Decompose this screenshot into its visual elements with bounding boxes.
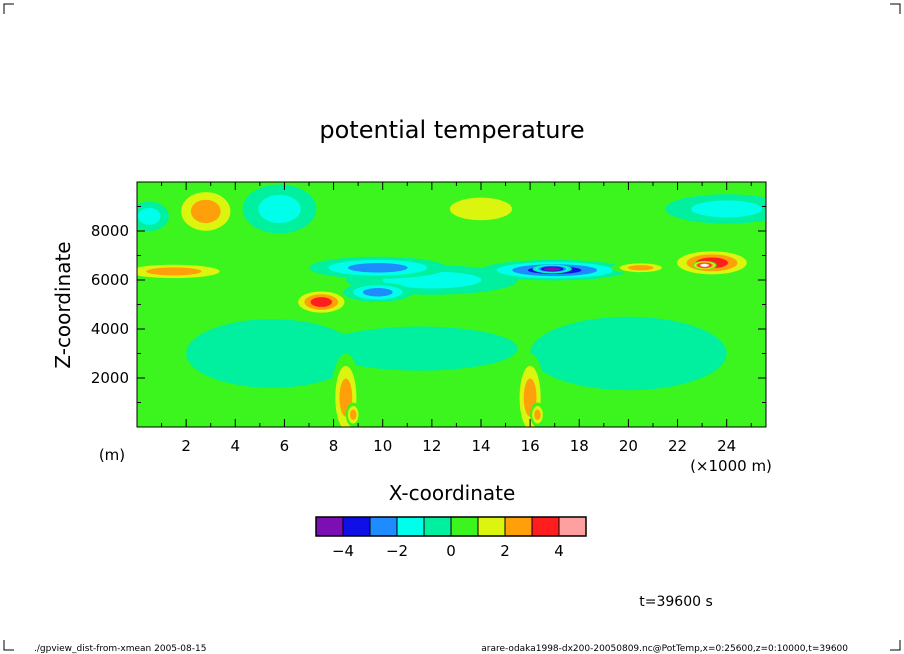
anomaly-contour — [362, 288, 393, 297]
x-unit-label: (×1000 m) — [690, 457, 772, 475]
colorbar-label: 0 — [446, 542, 456, 560]
x-tick-label: 6 — [280, 437, 290, 455]
colorbar-swatch — [558, 516, 587, 537]
anomaly-contour — [146, 267, 202, 276]
colorbar-swatch — [315, 516, 344, 537]
x-axis-label: X-coordinate — [389, 481, 516, 505]
colorbar-swatch — [450, 516, 479, 537]
anomaly-layer — [137, 184, 766, 427]
colorbar-label: −2 — [386, 542, 408, 560]
anomaly-contour — [186, 319, 359, 388]
x-tick-label: 20 — [619, 437, 638, 455]
x-tick-label: 14 — [471, 437, 490, 455]
anomaly-contour — [347, 262, 408, 273]
colorbar-swatch — [369, 516, 398, 537]
x-tick-label: 2 — [181, 437, 191, 455]
colorbar-label: 2 — [500, 542, 510, 560]
anomaly-contour — [700, 264, 709, 267]
colorbar: −4 −2 0 2 4 — [315, 516, 587, 560]
footer-right: arare-odaka1998-dx200-20050809.nc@PotTem… — [481, 644, 848, 654]
colorbar-swatch — [423, 516, 452, 537]
anomaly-contour — [258, 194, 301, 224]
x-tick-label: 10 — [373, 437, 392, 455]
heatmap-field — [137, 182, 766, 427]
colorbar-label: 4 — [554, 542, 564, 560]
footer-left: ./gpview_dist-from-xmean 2005-08-15 — [34, 644, 206, 654]
colorbar-frame — [315, 516, 587, 537]
time-label: t=39600 s — [639, 594, 713, 610]
y-tick-label: 2000 — [91, 369, 129, 387]
anomaly-contour — [534, 409, 541, 421]
x-tick-label: 8 — [329, 437, 339, 455]
y-tick-label: 6000 — [91, 271, 129, 289]
colorbar-label: −4 — [332, 542, 354, 560]
colorbar-swatch — [531, 516, 560, 537]
corner-marks — [3, 3, 901, 651]
anomaly-contour — [691, 200, 763, 218]
chart-title: potential temperature — [319, 116, 584, 144]
x-tick-label: 18 — [570, 437, 589, 455]
anomaly-contour — [137, 207, 161, 225]
anomaly-contour — [190, 199, 221, 224]
x-tick-label: 12 — [422, 437, 441, 455]
y-tick-label: 8000 — [91, 222, 129, 240]
anomaly-contour — [350, 409, 357, 421]
x-tick-label: 24 — [717, 437, 736, 455]
colorbar-swatch — [477, 516, 506, 537]
anomaly-contour — [627, 265, 654, 271]
anomaly-contour — [449, 197, 513, 221]
colorbar-swatch — [396, 516, 425, 537]
anomaly-contour — [321, 326, 518, 371]
anomaly-contour — [546, 267, 558, 271]
anomaly-contour — [310, 297, 332, 307]
y-unit-label: (m) — [99, 446, 125, 464]
x-tick-label: 4 — [231, 437, 241, 455]
y-tick-label: 4000 — [91, 320, 129, 338]
y-axis-label: Z-coordinate — [51, 241, 75, 368]
colorbar-swatch — [504, 516, 533, 537]
colorbar-swatch — [342, 516, 371, 537]
anomaly-contour — [530, 316, 727, 391]
x-tick-label: 16 — [521, 437, 540, 455]
x-tick-label: 22 — [668, 437, 687, 455]
